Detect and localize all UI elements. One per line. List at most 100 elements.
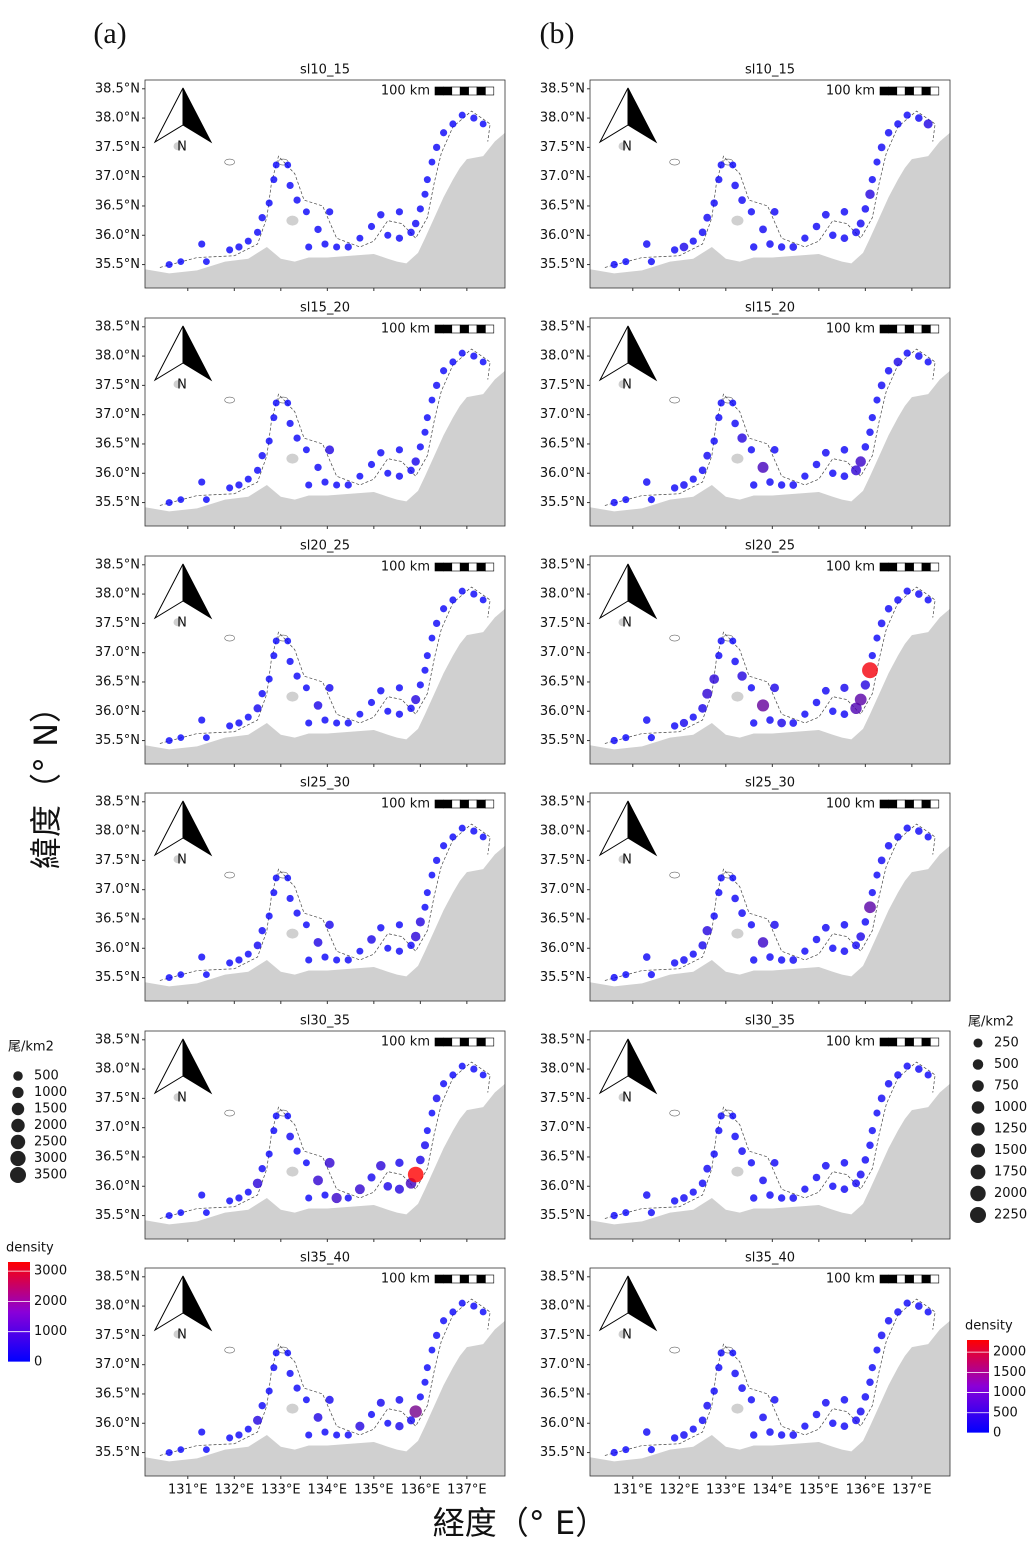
station-point: [265, 1387, 273, 1395]
station-point: [258, 214, 266, 222]
station-point: [670, 1434, 679, 1442]
station-point: [855, 456, 866, 467]
station-point: [284, 1112, 292, 1120]
station-point: [840, 710, 849, 719]
station-point: [689, 475, 697, 483]
station-point: [302, 684, 310, 692]
station-point: [812, 1173, 821, 1182]
station-point: [698, 1416, 707, 1425]
station-point: [198, 240, 206, 248]
scale-bar: [930, 1274, 940, 1284]
station-point: [321, 240, 329, 248]
y-tick-label: 37.0°N: [95, 407, 140, 422]
station-point: [622, 971, 630, 979]
station-point: [331, 1192, 342, 1204]
island: [618, 1093, 627, 1102]
station-point: [479, 120, 487, 128]
north-arrow: [153, 87, 184, 144]
map-area: [590, 110, 950, 288]
station-point: [344, 956, 352, 964]
north-arrow: [598, 1038, 629, 1095]
station-point: [703, 451, 712, 460]
station-point: [244, 1188, 252, 1196]
station-point: [272, 637, 280, 645]
scale-bar: [476, 799, 486, 809]
x-tick-label: 137°E: [892, 1483, 932, 1498]
station-point: [479, 358, 487, 366]
north-arrow: [627, 325, 658, 382]
station-point: [924, 596, 932, 604]
y-tick-label: 37.5°N: [540, 616, 585, 631]
station-point: [840, 921, 849, 929]
station-point: [470, 827, 478, 835]
station-point: [258, 1165, 266, 1173]
map-area: [145, 348, 505, 526]
station-point: [873, 396, 881, 404]
scale-label: 100 km: [381, 797, 430, 812]
station-point: [344, 719, 352, 727]
station-point: [738, 196, 746, 204]
station-point: [305, 1431, 313, 1439]
scale-bar: [896, 324, 906, 334]
y-tick-label: 37.5°N: [540, 1091, 585, 1106]
station-point: [698, 466, 707, 475]
station-point: [284, 637, 292, 645]
station-point: [253, 228, 262, 236]
station-point: [717, 637, 725, 645]
station-point: [821, 1398, 830, 1407]
y-tick-label: 37.5°N: [540, 853, 585, 868]
station-point: [165, 261, 173, 269]
scale-label: 100 km: [381, 84, 430, 99]
station-point: [840, 1396, 849, 1404]
scale-bar: [476, 86, 486, 96]
station-point: [177, 734, 185, 741]
station-point: [770, 1158, 779, 1167]
station-point: [302, 921, 310, 929]
station-point: [647, 1446, 655, 1454]
map-area: [590, 1298, 950, 1476]
station-point: [642, 1428, 651, 1436]
station-point: [877, 381, 886, 390]
station-point: [770, 1395, 779, 1404]
island: [731, 453, 744, 464]
station-point: [284, 874, 292, 882]
station-point: [747, 921, 756, 929]
y-tick-label: 36.5°N: [540, 198, 585, 213]
station-point: [286, 181, 294, 190]
station-point: [829, 231, 837, 239]
station-point: [679, 718, 689, 728]
station-point: [610, 736, 618, 745]
station-point: [647, 1209, 655, 1217]
station-point: [731, 657, 739, 666]
island: [618, 142, 627, 151]
station-point: [903, 111, 911, 119]
station-point: [680, 956, 688, 964]
station-point: [244, 475, 252, 483]
y-tick-label: 38.5°N: [540, 81, 585, 96]
island: [618, 1330, 627, 1339]
scale-bar: [468, 562, 478, 572]
y-tick-label: 38.0°N: [540, 1299, 585, 1314]
scale-bar: [904, 1274, 914, 1284]
y-tick-label: 38.0°N: [540, 111, 585, 126]
station-point: [903, 1062, 911, 1070]
station-point: [333, 719, 341, 727]
station-point: [884, 1079, 893, 1088]
island: [286, 1403, 299, 1414]
scale-bar: [468, 86, 478, 96]
island: [669, 1346, 680, 1354]
station-point: [750, 1431, 758, 1439]
station-point: [367, 698, 376, 707]
station-point: [717, 1112, 725, 1120]
station-point: [731, 419, 739, 428]
station-point: [270, 414, 278, 422]
station-point: [698, 703, 707, 713]
scale-bar: [443, 324, 453, 334]
scale-bar: [485, 1037, 495, 1047]
station-point: [894, 120, 902, 128]
station-point: [258, 690, 266, 698]
north-arrow: [153, 563, 184, 620]
station-point: [709, 674, 720, 684]
station-point: [244, 237, 252, 245]
panel-title: sl15_20: [300, 301, 350, 316]
